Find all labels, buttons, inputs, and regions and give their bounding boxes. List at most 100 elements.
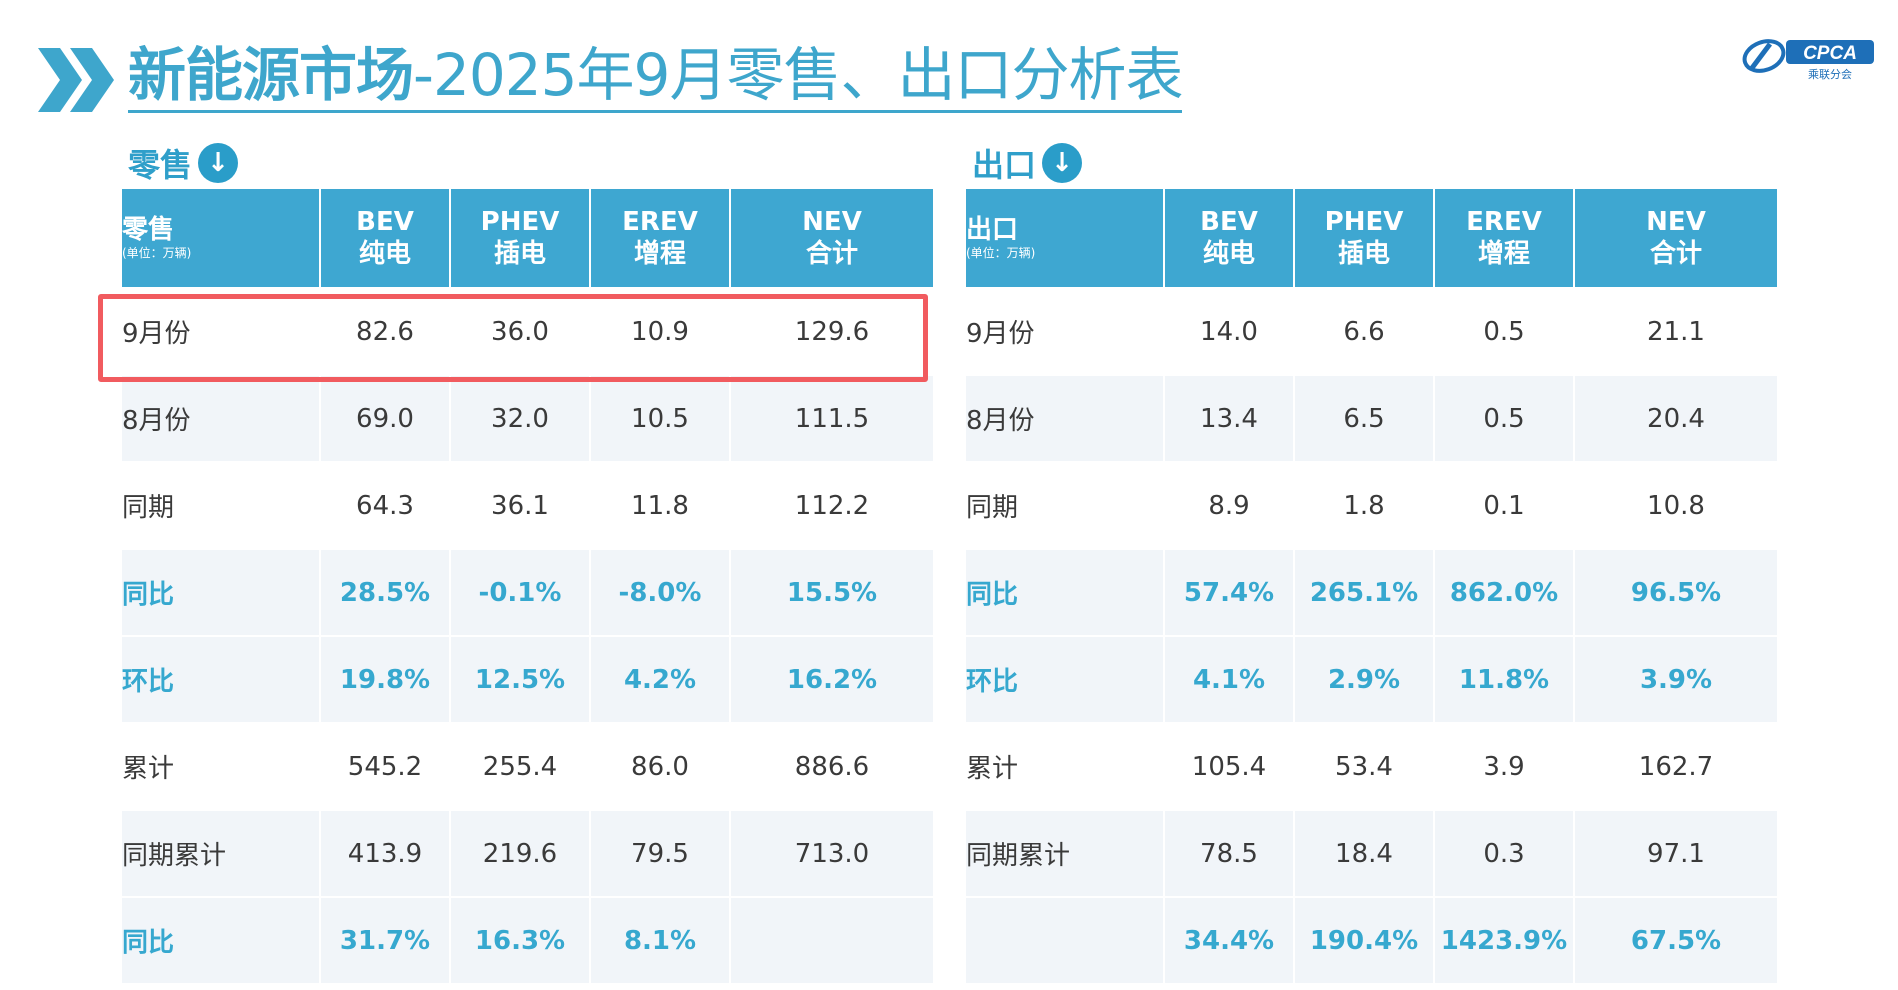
row-label: 同期累计	[122, 810, 321, 898]
table-cell: 20.4	[1574, 375, 1779, 463]
row-label: 8月份	[122, 375, 321, 463]
table-row: 同比 31.7% 16.3% 8.1%	[122, 897, 935, 985]
title-bold: 新能源市场	[128, 41, 414, 109]
logo-text: CPCA	[1803, 43, 1857, 64]
table-cell: 21.1	[1574, 288, 1779, 376]
table-cell: 36.1	[450, 462, 591, 550]
table-cell: 19.8%	[320, 636, 451, 724]
table-header-row: 零售 (单位：万辆) BEV 纯电 PHEV 插电 EREV 增程 NEV 合计	[122, 189, 935, 289]
arrow-down-icon: ↓	[1042, 143, 1083, 183]
table-row: 8月份 13.4 6.5 0.5 20.4	[966, 375, 1779, 463]
table-cell: 97.1	[1574, 810, 1779, 898]
table-cell: 265.1%	[1294, 549, 1435, 637]
table-cell: 32.0	[450, 375, 591, 463]
table-cell: 255.4	[450, 723, 591, 811]
table-cell: 545.2	[320, 723, 451, 811]
table-cell: 1.8	[1294, 462, 1435, 550]
table-cell: 4.2%	[590, 636, 731, 724]
column-header: NEV 合计	[730, 189, 935, 289]
header-label: 出口	[966, 215, 1019, 245]
table-cell: 0.3	[1434, 810, 1575, 898]
table-cell: 886.6	[730, 723, 935, 811]
table-row: 同期 64.3 36.1 11.8 112.2	[122, 462, 935, 550]
logo-subtext: 乘联分会	[1808, 68, 1852, 81]
retail-table: 零售 (单位：万辆) BEV 纯电 PHEV 插电 EREV 增程 NEV 合计 9月份…	[122, 189, 935, 985]
row-label: 同期	[966, 462, 1165, 550]
table-row: 同比 28.5% -0.1% -8.0% 15.5%	[122, 549, 935, 637]
header-label-cell: 出口 (单位：万辆)	[966, 189, 1165, 289]
table-cell: 16.2%	[730, 636, 935, 724]
row-label: 9月份	[122, 288, 321, 376]
table-cell: 713.0	[730, 810, 935, 898]
table-cell: 13.4	[1164, 375, 1295, 463]
table-cell: 10.8	[1574, 462, 1779, 550]
table-cell: -8.0%	[590, 549, 731, 637]
table-cell: 96.5%	[1574, 549, 1779, 637]
table-cell: 31.7%	[320, 897, 451, 985]
table-cell: 10.5	[590, 375, 731, 463]
table-row: 环比 4.1% 2.9% 11.8% 3.9%	[966, 636, 1779, 724]
table-cell: 8.9	[1164, 462, 1295, 550]
row-label: 环比	[966, 636, 1165, 724]
table-cell: 11.8%	[1434, 636, 1575, 724]
column-header: EREV 增程	[590, 189, 731, 289]
header-unit: (单位：万辆)	[966, 246, 1036, 260]
table-cell	[730, 897, 935, 985]
table-row: 9月份 82.6 36.0 10.9 129.6	[122, 288, 935, 376]
header-label: 零售	[122, 215, 175, 245]
table-cell: 57.4%	[1164, 549, 1295, 637]
table-cell: 11.8	[590, 462, 731, 550]
page-title: 新能源市场-2025年9月零售、出口分析表	[128, 40, 1183, 113]
table-cell: 78.5	[1164, 810, 1295, 898]
table-row: 累计 545.2 255.4 86.0 886.6	[122, 723, 935, 811]
row-label: 累计	[966, 723, 1165, 811]
table-cell: 64.3	[320, 462, 451, 550]
table-cell: 79.5	[590, 810, 731, 898]
table-cell: 190.4%	[1294, 897, 1435, 985]
table-cell: 4.1%	[1164, 636, 1295, 724]
row-label: 9月份	[966, 288, 1165, 376]
export-table: 出口 (单位：万辆) BEV 纯电 PHEV 插电 EREV 增程 NEV 合计 9月份…	[966, 189, 1779, 985]
table-cell: 105.4	[1164, 723, 1295, 811]
double-chevron-icon	[38, 48, 114, 112]
header-label-cell: 零售 (单位：万辆)	[122, 189, 321, 289]
table-row: 34.4% 190.4% 1423.9% 67.5%	[966, 897, 1779, 985]
table-cell: 219.6	[450, 810, 591, 898]
table-cell: 413.9	[320, 810, 451, 898]
table-cell: 8.1%	[590, 897, 731, 985]
column-header: PHEV 插电	[1294, 189, 1435, 289]
row-label: 同期累计	[966, 810, 1165, 898]
table-cell: 18.4	[1294, 810, 1435, 898]
column-header: BEV 纯电	[1164, 189, 1295, 289]
table-cell: 6.6	[1294, 288, 1435, 376]
table-cell: 162.7	[1574, 723, 1779, 811]
table-cell: 34.4%	[1164, 897, 1295, 985]
retail-caption-label: 零售	[128, 146, 193, 184]
row-label: 同期	[122, 462, 321, 550]
table-row: 同期 8.9 1.8 0.1 10.8	[966, 462, 1779, 550]
table-cell: 67.5%	[1574, 897, 1779, 985]
table-row: 累计 105.4 53.4 3.9 162.7	[966, 723, 1779, 811]
arrow-down-icon: ↓	[198, 143, 239, 183]
column-header: PHEV 插电	[450, 189, 591, 289]
table-row: 9月份 14.0 6.6 0.5 21.1	[966, 288, 1779, 376]
table-cell: 3.9%	[1574, 636, 1779, 724]
title-rest: -2025年9月零售、出口分析表	[413, 41, 1183, 109]
table-cell: -0.1%	[450, 549, 591, 637]
table-header-row: 出口 (单位：万辆) BEV 纯电 PHEV 插电 EREV 增程 NEV 合计	[966, 189, 1779, 289]
table-cell: 1423.9%	[1434, 897, 1575, 985]
table-cell: 53.4	[1294, 723, 1435, 811]
table-cell: 36.0	[450, 288, 591, 376]
table-row: 8月份 69.0 32.0 10.5 111.5	[122, 375, 935, 463]
export-caption: 出口 ↓	[972, 140, 1083, 186]
row-label: 累计	[122, 723, 321, 811]
row-label: 同比	[122, 897, 321, 985]
column-header: NEV 合计	[1574, 189, 1779, 289]
row-label: 同比	[966, 549, 1165, 637]
cpca-logo: CPCA 乘联分会	[1742, 39, 1874, 81]
table-row: 同期累计 413.9 219.6 79.5 713.0	[122, 810, 935, 898]
table-cell: 0.5	[1434, 288, 1575, 376]
table-cell: 862.0%	[1434, 549, 1575, 637]
table-cell: 10.9	[590, 288, 731, 376]
table-row: 同比 57.4% 265.1% 862.0% 96.5%	[966, 549, 1779, 637]
